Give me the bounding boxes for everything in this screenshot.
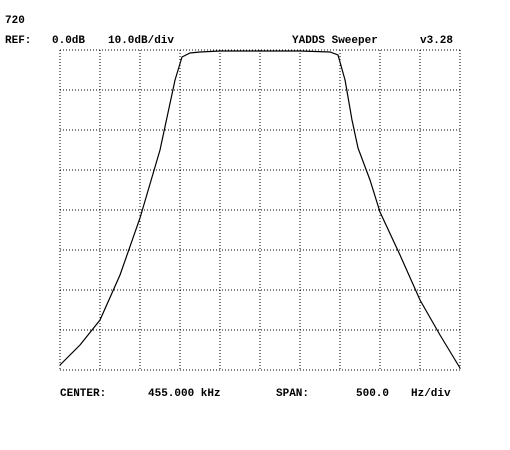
version: v3.28 (420, 35, 453, 47)
ref-label: REF: (5, 35, 31, 47)
screen-id: 720 (5, 15, 25, 27)
span-label: SPAN: (276, 388, 309, 400)
scale: 10.0dB/div (108, 35, 174, 47)
ref-level: 0.0dB (52, 35, 85, 47)
center-label: CENTER: (60, 388, 106, 400)
span-unit: Hz/div (411, 388, 451, 400)
chart-title: YADDS Sweeper (292, 35, 378, 47)
trace (59, 50, 461, 369)
span-value: 500.0 (356, 388, 389, 400)
center-value: 455.000 kHz (148, 388, 221, 400)
